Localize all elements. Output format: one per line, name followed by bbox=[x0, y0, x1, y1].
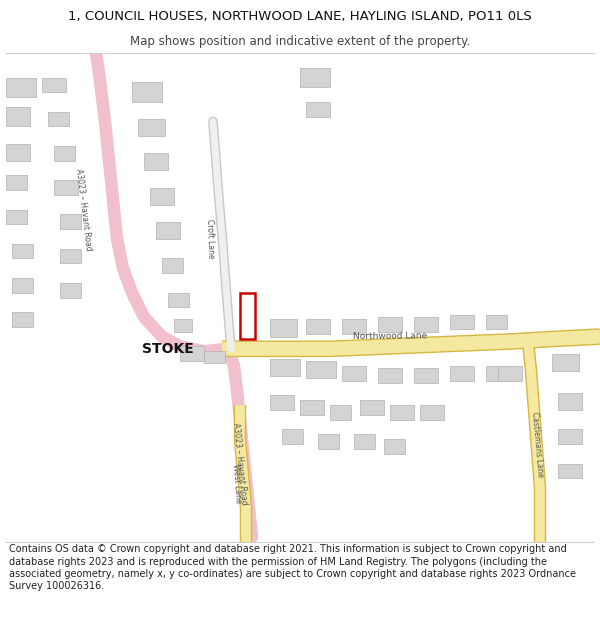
Text: Contains OS data © Crown copyright and database right 2021. This information is : Contains OS data © Crown copyright and d… bbox=[9, 544, 576, 591]
Bar bbox=[6, 78, 36, 97]
Bar bbox=[300, 400, 324, 415]
Bar bbox=[342, 366, 366, 381]
Text: STOKE: STOKE bbox=[142, 342, 194, 356]
Bar bbox=[558, 429, 582, 444]
Bar bbox=[378, 317, 402, 332]
Bar bbox=[150, 188, 174, 204]
Bar bbox=[360, 400, 384, 415]
Bar bbox=[420, 405, 444, 420]
Bar bbox=[450, 366, 474, 381]
Bar bbox=[12, 278, 33, 292]
Bar bbox=[48, 112, 69, 126]
Bar bbox=[60, 283, 81, 298]
Bar bbox=[342, 319, 366, 334]
Bar bbox=[270, 359, 300, 376]
Text: A3023 – Havant Road: A3023 – Havant Road bbox=[231, 422, 249, 505]
Bar bbox=[6, 175, 27, 190]
Bar bbox=[318, 434, 339, 449]
Bar bbox=[6, 107, 30, 126]
Bar bbox=[558, 464, 582, 478]
Bar bbox=[414, 368, 438, 383]
Bar bbox=[138, 119, 165, 136]
Bar bbox=[390, 405, 414, 420]
Text: Northwood Lane: Northwood Lane bbox=[353, 332, 427, 341]
Bar bbox=[306, 102, 330, 117]
Bar bbox=[270, 319, 297, 337]
Bar bbox=[60, 214, 81, 229]
Text: A3023 – Havant Road: A3023 – Havant Road bbox=[74, 168, 94, 251]
Bar bbox=[558, 392, 582, 410]
Text: Map shows position and indicative extent of the property.: Map shows position and indicative extent… bbox=[130, 36, 470, 48]
Text: Castlemans Lane: Castlemans Lane bbox=[530, 411, 544, 478]
Bar bbox=[12, 244, 33, 258]
Bar bbox=[498, 366, 522, 381]
Bar bbox=[378, 368, 402, 383]
Text: Croft Lane: Croft Lane bbox=[205, 219, 215, 259]
Bar bbox=[552, 354, 579, 371]
Bar bbox=[270, 395, 294, 410]
Bar bbox=[240, 292, 255, 339]
Bar bbox=[60, 249, 81, 263]
Bar bbox=[306, 319, 330, 334]
Bar bbox=[132, 82, 162, 102]
Text: 1, COUNCIL HOUSES, NORTHWOOD LANE, HAYLING ISLAND, PO11 0LS: 1, COUNCIL HOUSES, NORTHWOOD LANE, HAYLI… bbox=[68, 10, 532, 22]
Text: West Lane: West Lane bbox=[231, 463, 243, 503]
Bar bbox=[162, 258, 183, 273]
Bar bbox=[144, 153, 168, 171]
Bar bbox=[54, 180, 78, 195]
Bar bbox=[300, 68, 330, 88]
Bar bbox=[54, 146, 75, 161]
Bar bbox=[6, 144, 30, 161]
Bar bbox=[414, 317, 438, 332]
Bar bbox=[156, 222, 180, 239]
Bar bbox=[174, 319, 192, 332]
Bar bbox=[486, 314, 507, 329]
Bar bbox=[330, 405, 351, 420]
Bar bbox=[354, 434, 375, 449]
Bar bbox=[204, 351, 225, 364]
Bar bbox=[180, 346, 204, 361]
Bar bbox=[12, 312, 33, 327]
Bar bbox=[282, 429, 303, 444]
Bar bbox=[384, 439, 405, 454]
Bar bbox=[306, 361, 336, 378]
Bar bbox=[450, 314, 474, 329]
Bar bbox=[486, 366, 507, 381]
Bar bbox=[6, 209, 27, 224]
Bar bbox=[42, 78, 66, 92]
Bar bbox=[168, 292, 189, 308]
